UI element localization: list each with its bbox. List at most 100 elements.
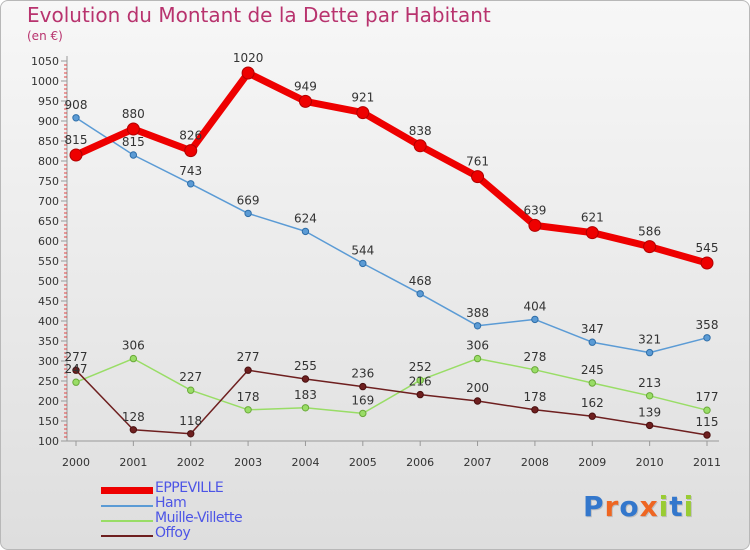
y-tick-label: 750 — [38, 175, 59, 188]
proxiti-logo: Proxiti — [583, 490, 695, 523]
data-label-muille-villette: 178 — [237, 390, 260, 404]
x-tick-label: 2002 — [177, 456, 205, 469]
data-label-muille-villette: 213 — [638, 376, 661, 390]
series-line-eppeville — [74, 69, 708, 267]
data-point-ham — [301, 227, 310, 236]
y-tick-label: 100 — [38, 435, 59, 448]
data-label-ham: 669 — [237, 193, 260, 207]
data-point-ham — [416, 290, 424, 298]
y-tick-label: 550 — [38, 255, 59, 268]
data-label-eppeville: 1020 — [233, 51, 264, 65]
y-tick-label: 650 — [38, 215, 59, 228]
legend-label-eppeville: EPPEVILLE — [155, 480, 224, 496]
data-label-offoy: 277 — [237, 350, 260, 364]
data-point-offoy — [129, 426, 138, 434]
x-tick-label: 2008 — [521, 456, 549, 469]
data-point-offoy — [72, 366, 80, 374]
data-point-ham — [72, 114, 80, 122]
data-point-eppeville — [585, 226, 599, 240]
x-tick-label: 2011 — [693, 456, 721, 469]
data-label-eppeville: 545 — [696, 241, 719, 255]
data-label-ham: 743 — [179, 164, 202, 178]
data-label-offoy: 216 — [409, 375, 432, 389]
data-point-ham — [244, 209, 252, 218]
data-label-ham: 404 — [523, 299, 546, 313]
data-point-muille-villette — [416, 376, 424, 384]
data-label-offoy: 255 — [294, 359, 317, 373]
data-label-offoy: 277 — [65, 350, 88, 364]
y-tick-label: 200 — [38, 395, 59, 408]
data-label-ham: 815 — [122, 135, 145, 149]
data-label-muille-villette: 306 — [466, 339, 489, 353]
data-point-ham — [129, 151, 138, 159]
data-point-muille-villette — [531, 366, 539, 374]
data-label-eppeville: 949 — [294, 79, 317, 93]
data-label-ham: 347 — [581, 322, 604, 336]
data-point-ham — [531, 315, 539, 324]
legend-swatch-ham — [101, 505, 153, 507]
x-tick-label: 2007 — [464, 456, 492, 469]
data-label-ham: 468 — [409, 274, 432, 288]
x-tick-label: 2005 — [349, 456, 377, 469]
x-tick-label: 2009 — [578, 456, 606, 469]
legend-label-offoy: Offoy — [155, 525, 191, 541]
data-label-muille-villette: 252 — [409, 360, 432, 374]
data-label-offoy: 162 — [581, 396, 604, 410]
data-point-eppeville — [356, 106, 370, 120]
data-label-offoy: 139 — [638, 405, 661, 419]
data-label-muille-villette: 177 — [696, 390, 719, 404]
data-point-offoy — [473, 397, 482, 405]
data-point-offoy — [531, 406, 539, 414]
data-point-ham — [703, 334, 711, 342]
legend-swatch-muille-villette — [101, 520, 153, 522]
data-point-muille-villette — [473, 354, 482, 363]
data-label-eppeville: 586 — [638, 225, 661, 239]
data-point-eppeville — [471, 170, 485, 184]
data-label-eppeville: 639 — [523, 203, 546, 217]
data-label-muille-villette: 169 — [351, 393, 374, 407]
data-label-ham: 544 — [351, 243, 374, 257]
chart-title: Evolution du Montant de la Dette par Hab… — [27, 3, 491, 27]
data-label-muille-villette: 227 — [179, 370, 202, 384]
data-point-offoy — [359, 382, 367, 391]
data-point-eppeville — [700, 256, 714, 270]
data-label-eppeville: 838 — [409, 124, 432, 138]
data-point-muille-villette — [244, 406, 252, 414]
data-label-muille-villette: 247 — [65, 362, 88, 376]
series-line-muille-villette — [75, 357, 708, 415]
data-point-muille-villette — [359, 409, 367, 418]
data-label-muille-villette: 245 — [581, 363, 604, 377]
y-tick-label: 700 — [38, 195, 59, 208]
x-tick-label: 2003 — [234, 456, 262, 469]
y-tick-label: 600 — [38, 235, 59, 248]
data-label-offoy: 118 — [179, 414, 202, 428]
data-point-muille-villette — [301, 404, 310, 412]
y-tick-label: 250 — [38, 375, 59, 388]
data-label-eppeville: 880 — [122, 107, 145, 121]
y-tick-label: 950 — [38, 95, 59, 108]
data-point-muille-villette — [187, 386, 195, 394]
data-point-eppeville — [528, 218, 542, 232]
y-tick-label: 500 — [38, 275, 59, 288]
data-label-muille-villette: 183 — [294, 388, 317, 402]
data-point-eppeville — [126, 122, 140, 136]
data-point-eppeville — [69, 148, 83, 162]
y-tick-label: 850 — [38, 135, 59, 148]
y-tick-label: 1000 — [31, 75, 59, 88]
y-tick-label: 800 — [38, 155, 59, 168]
data-point-eppeville — [413, 139, 427, 153]
data-point-ham — [473, 322, 482, 330]
data-label-ham: 908 — [65, 98, 88, 112]
data-label-eppeville: 921 — [351, 91, 374, 105]
x-tick-label: 2001 — [119, 456, 147, 469]
data-point-muille-villette — [72, 378, 80, 386]
data-label-eppeville: 826 — [179, 129, 202, 143]
data-point-offoy — [645, 421, 654, 430]
data-label-ham: 624 — [294, 211, 317, 225]
data-point-ham — [187, 180, 195, 188]
legend-label-ham: Ham — [155, 495, 187, 511]
data-label-ham: 321 — [638, 333, 661, 347]
data-point-offoy — [588, 412, 596, 420]
y-tick-label: 400 — [38, 315, 59, 328]
data-label-eppeville: 761 — [466, 155, 489, 169]
